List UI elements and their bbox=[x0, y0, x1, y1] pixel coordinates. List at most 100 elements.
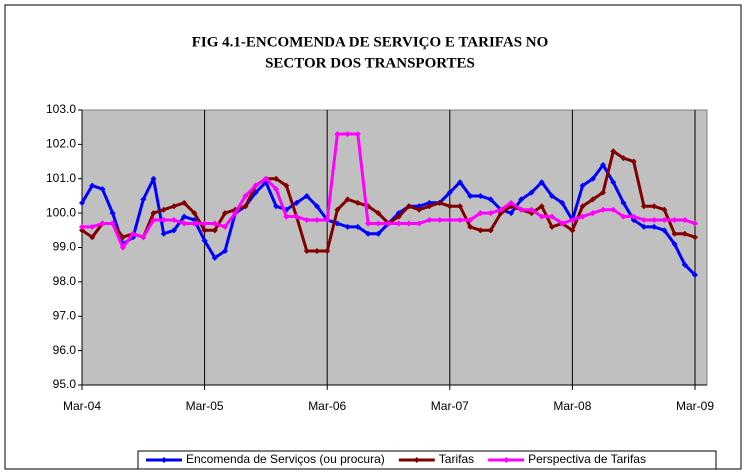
data-point bbox=[324, 217, 331, 223]
data-point bbox=[416, 220, 423, 227]
y-tick-label: 101.0 bbox=[46, 171, 76, 185]
data-point bbox=[457, 203, 464, 210]
data-point bbox=[681, 217, 688, 223]
data-point bbox=[242, 192, 249, 199]
data-point bbox=[119, 234, 126, 241]
data-point bbox=[79, 223, 85, 230]
chart-title: SECTOR DOS TRANSPORTES bbox=[265, 55, 475, 71]
y-tick-label: 103.0 bbox=[46, 102, 76, 116]
data-point bbox=[191, 220, 198, 227]
data-point bbox=[457, 179, 464, 186]
data-point bbox=[293, 199, 300, 206]
data-point bbox=[579, 203, 586, 210]
x-tick-label: Mar-05 bbox=[186, 399, 224, 413]
data-point bbox=[487, 210, 494, 217]
data-point bbox=[181, 199, 188, 206]
x-tick-label: Mar-08 bbox=[553, 399, 591, 413]
data-point bbox=[559, 220, 566, 227]
data-point bbox=[273, 175, 280, 182]
data-point bbox=[313, 203, 320, 210]
data-point bbox=[160, 230, 167, 237]
data-point bbox=[89, 223, 96, 230]
data-point bbox=[630, 213, 637, 220]
data-point bbox=[610, 179, 617, 186]
data-point bbox=[569, 227, 576, 234]
data-point bbox=[140, 234, 147, 241]
data-point bbox=[79, 227, 85, 234]
data-point bbox=[600, 206, 607, 213]
data-point bbox=[692, 234, 698, 241]
data-point bbox=[671, 217, 678, 223]
y-tick-label: 102.0 bbox=[46, 137, 76, 151]
data-point bbox=[375, 210, 382, 217]
y-tick-label: 96.0 bbox=[53, 343, 77, 357]
data-point bbox=[160, 206, 167, 213]
data-point bbox=[313, 247, 320, 254]
data-point bbox=[395, 220, 402, 227]
legend-swatch-marker bbox=[161, 457, 167, 463]
data-point bbox=[344, 196, 351, 203]
data-point bbox=[303, 247, 310, 254]
data-point bbox=[610, 148, 617, 155]
data-point bbox=[303, 217, 310, 223]
data-point bbox=[252, 182, 259, 189]
data-point bbox=[467, 223, 474, 230]
data-point bbox=[395, 213, 402, 220]
data-point bbox=[620, 155, 627, 162]
data-point bbox=[497, 206, 504, 213]
data-point bbox=[211, 220, 218, 227]
data-point bbox=[303, 192, 310, 199]
legend-swatch-marker bbox=[413, 457, 420, 463]
data-point bbox=[661, 217, 668, 223]
data-point bbox=[640, 223, 647, 230]
data-point bbox=[89, 182, 96, 189]
data-point bbox=[222, 210, 229, 217]
data-point bbox=[620, 213, 627, 220]
data-point bbox=[119, 244, 126, 251]
data-point bbox=[201, 237, 208, 244]
data-point bbox=[405, 203, 412, 210]
data-point bbox=[477, 210, 484, 217]
data-point bbox=[487, 196, 494, 203]
data-point bbox=[354, 199, 361, 206]
data-point bbox=[436, 199, 443, 206]
data-point bbox=[140, 196, 147, 203]
data-point bbox=[600, 162, 607, 168]
data-point bbox=[79, 199, 85, 206]
data-point bbox=[671, 241, 678, 248]
data-point bbox=[416, 206, 423, 213]
data-point bbox=[600, 189, 607, 196]
data-point bbox=[426, 203, 433, 210]
data-point bbox=[89, 234, 96, 241]
data-point bbox=[467, 217, 474, 223]
data-point bbox=[671, 230, 678, 237]
data-point bbox=[283, 182, 290, 189]
data-point bbox=[681, 261, 688, 268]
data-point bbox=[99, 186, 106, 193]
data-point bbox=[436, 217, 443, 223]
data-point bbox=[661, 206, 668, 213]
data-point bbox=[160, 217, 167, 223]
data-point bbox=[651, 203, 658, 210]
x-tick-label: Mar-04 bbox=[63, 399, 101, 413]
data-point bbox=[222, 247, 229, 254]
data-point bbox=[640, 203, 647, 210]
data-point bbox=[538, 179, 545, 186]
data-point bbox=[365, 220, 372, 227]
data-point bbox=[446, 203, 453, 210]
chart-title: FIG 4.1-ENCOMENDA DE SERVIÇO E TARIFAS N… bbox=[192, 34, 549, 50]
data-point bbox=[375, 230, 382, 237]
data-point bbox=[150, 210, 157, 217]
data-point bbox=[640, 217, 647, 223]
data-point bbox=[477, 192, 484, 199]
data-point bbox=[681, 230, 688, 237]
data-point bbox=[385, 220, 392, 227]
data-point bbox=[518, 196, 525, 203]
data-point bbox=[232, 210, 239, 217]
data-point bbox=[559, 199, 566, 206]
data-point bbox=[589, 175, 596, 182]
y-tick-label: 95.0 bbox=[53, 377, 77, 391]
data-point bbox=[109, 210, 116, 217]
data-point bbox=[273, 186, 280, 193]
data-point bbox=[170, 217, 177, 223]
